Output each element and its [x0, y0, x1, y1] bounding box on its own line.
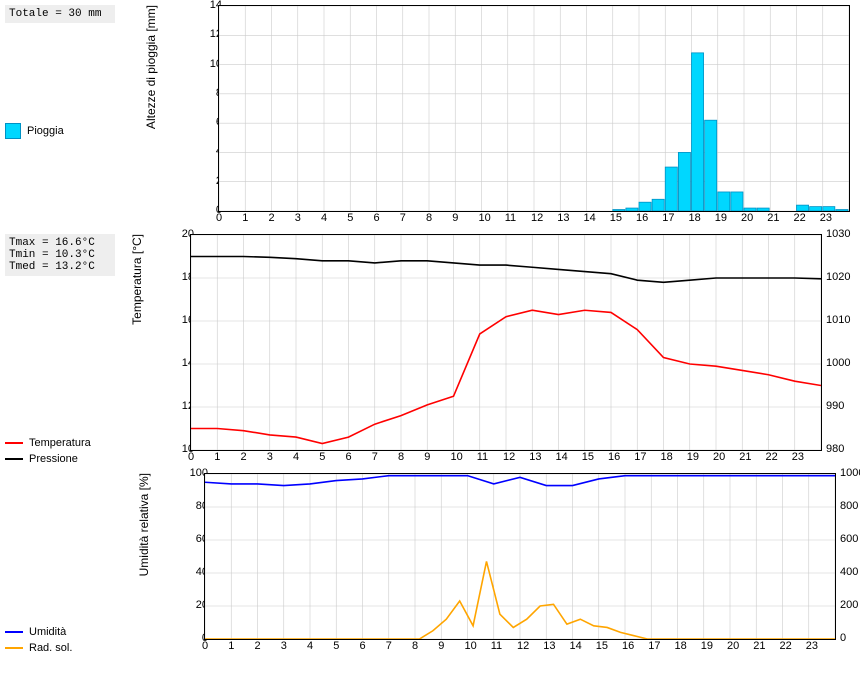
legend-line-swatch [5, 442, 23, 444]
rain-panel: Totale = 30 mm Pioggia Altezze di pioggia … [5, 5, 850, 226]
legend-temperatura: Temperatura [5, 437, 115, 449]
rain-total-box: Totale = 30 mm [5, 5, 115, 23]
legend-label: Rad. sol. [29, 642, 72, 654]
legend-label: Pressione [29, 453, 78, 465]
legend-pressione: Pressione [5, 453, 115, 465]
y-axis-ticks-left: 14121086420 [182, 5, 218, 210]
humid-rad-plot [204, 473, 836, 640]
humid-ylabel-left: Umidità relativa [%] [134, 473, 154, 576]
temp-ylabel-left: Temperatura [°C] [127, 234, 147, 325]
legend-line-swatch [5, 647, 23, 649]
y-axis-ticks-right: 10008006004002000 [836, 473, 860, 638]
humid-side: Umidità Rad. sol. [5, 473, 120, 654]
legend-pioggia-label: Pioggia [27, 125, 64, 137]
temp-press-plot [190, 234, 822, 451]
x-axis-ticks: 01234567891011121314151617181920212223 [218, 212, 848, 226]
legend-label: Umidità [29, 626, 66, 638]
legend-line-swatch [5, 458, 23, 460]
x-axis-ticks: 01234567891011121314151617181920212223 [190, 451, 820, 465]
rain-side: Totale = 30 mm Pioggia [5, 5, 120, 226]
legend-label: Temperatura [29, 437, 91, 449]
y-axis-ticks-left: 100806040200 [168, 473, 204, 638]
rain-plot [218, 5, 850, 212]
legend-rad-sol-: Rad. sol. [5, 642, 115, 654]
temp-press-panel: Tmax = 16.6°C Tmin = 10.3°C Tmed = 13.2°… [5, 234, 850, 465]
humid-rad-panel: Umidità Rad. sol. Umidità relativa [%] 1008… [5, 473, 850, 654]
legend-pioggia: Pioggia [5, 123, 115, 139]
temp-stats-box: Tmax = 16.6°C Tmin = 10.3°C Tmed = 13.2°… [5, 234, 115, 276]
rain-ylabel: Altezze di pioggia [mm] [141, 5, 161, 129]
temp-side: Tmax = 16.6°C Tmin = 10.3°C Tmed = 13.2°… [5, 234, 120, 465]
x-axis-ticks: 01234567891011121314151617181920212223 [204, 640, 834, 654]
y-axis-ticks-right: 1030102010101000990980 [822, 234, 858, 449]
legend-umidit-: Umidità [5, 626, 115, 638]
legend-line-swatch [5, 631, 23, 633]
pioggia-swatch [5, 123, 21, 139]
y-axis-ticks-left: 201816141210 [154, 234, 190, 449]
